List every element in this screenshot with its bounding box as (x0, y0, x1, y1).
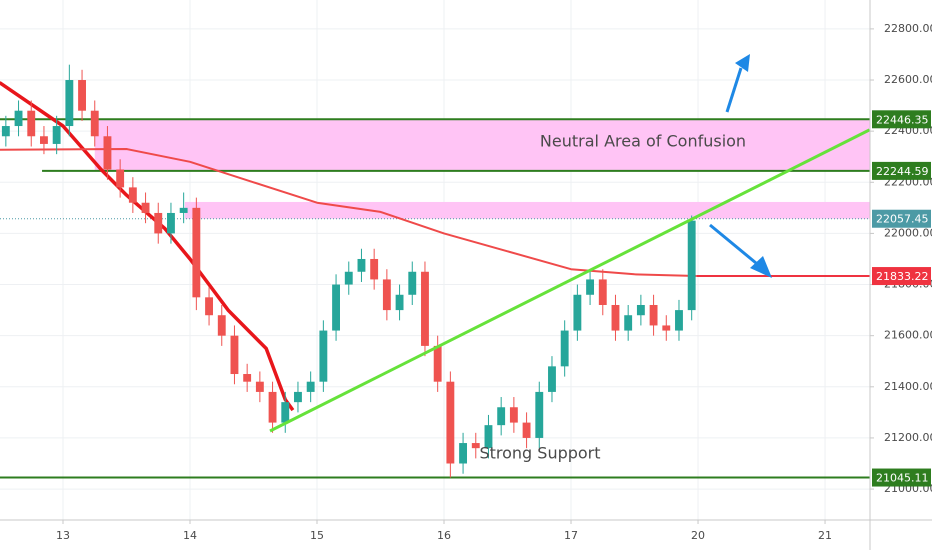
x-tick-label: 20 (691, 529, 705, 542)
candle-body (649, 304, 658, 326)
level-label: 21833.22 (876, 270, 929, 283)
arrow-up (725, 67, 743, 113)
candle-body (1, 126, 10, 137)
level-label: 21045.11 (876, 472, 929, 485)
y-tick-label: 21600.00 (884, 329, 932, 342)
candle-body (205, 297, 213, 316)
candle-body (294, 391, 302, 403)
candle-body (40, 136, 48, 144)
zone (94, 119, 871, 171)
candle-body (560, 330, 569, 367)
arrow-head (750, 256, 772, 278)
candle-body (243, 374, 252, 382)
arrow-head (735, 54, 750, 72)
arrow-down (709, 223, 757, 265)
x-tick-label: 14 (183, 529, 197, 542)
level-label-bg (872, 267, 931, 286)
candle-body (52, 126, 61, 144)
candle-body (14, 110, 23, 127)
candle-body (128, 187, 137, 203)
level-label-bg (872, 161, 931, 180)
candle-body (141, 202, 150, 213)
candle-body (433, 345, 442, 382)
candle-body (332, 284, 340, 331)
candle-body (344, 271, 353, 285)
candle-body (179, 207, 188, 213)
candle-body (357, 258, 366, 272)
x-tick-label: 17 (564, 529, 578, 542)
candle-body (459, 443, 468, 464)
candle-body (509, 407, 518, 423)
candle-body (636, 304, 645, 316)
candle-body (395, 294, 404, 311)
candle-body (446, 381, 455, 464)
candle-body (154, 212, 163, 234)
level-label: 22244.59 (876, 165, 929, 178)
level-label-bg (872, 468, 931, 487)
candle-body (471, 443, 480, 449)
annotation: Neutral Area of Confusion (540, 132, 746, 151)
x-tick-label: 21 (818, 529, 832, 542)
y-tick-label: 21200.00 (884, 431, 932, 444)
moving-average (0, 81, 295, 412)
candle-body (268, 391, 277, 423)
y-tick-label: 21400.00 (884, 380, 932, 393)
candle-body (255, 381, 264, 392)
candle-body (408, 271, 417, 295)
candle-body (65, 80, 74, 127)
candle-body (497, 407, 506, 426)
candle-body (281, 402, 290, 423)
candle-body (687, 220, 696, 311)
candle-body (611, 304, 620, 331)
candle-body (675, 310, 683, 331)
candle-body (230, 335, 239, 375)
candle-body (306, 381, 315, 392)
level-label-bg (872, 209, 931, 228)
candle-body (624, 315, 633, 331)
candle-body (535, 391, 544, 438)
candle-body (382, 279, 391, 311)
candle-body (167, 212, 175, 234)
candle-body (116, 169, 125, 188)
candle-body (370, 258, 379, 280)
candle-body (217, 315, 226, 336)
candle-body (421, 271, 429, 346)
candle-body (662, 325, 671, 331)
candle-body (598, 279, 607, 305)
candle-body (192, 207, 201, 298)
x-tick-label: 15 (310, 529, 324, 542)
candle-body (484, 425, 493, 449)
candle-body (103, 136, 112, 170)
candle-body (522, 422, 531, 438)
candle-body (586, 279, 595, 295)
level-label-bg (872, 110, 931, 129)
candle-body (573, 294, 582, 331)
candle-body (548, 366, 556, 392)
y-tick-label: 22600.00 (884, 73, 932, 86)
level-label: 22446.35 (876, 113, 929, 126)
candle-body (319, 330, 328, 382)
y-tick-label: 22000.00 (884, 226, 932, 239)
x-tick-label: 13 (56, 529, 70, 542)
candle-body (78, 80, 86, 111)
level-label: 22057.45 (876, 213, 929, 226)
candle-body (27, 110, 36, 137)
x-tick-label: 16 (437, 529, 451, 542)
trendline (269, 128, 871, 433)
zone (184, 201, 871, 219)
annotation: Strong Support (479, 444, 600, 463)
moving-average (0, 148, 697, 277)
y-tick-label: 22800.00 (884, 22, 932, 35)
candle-body (90, 110, 99, 137)
